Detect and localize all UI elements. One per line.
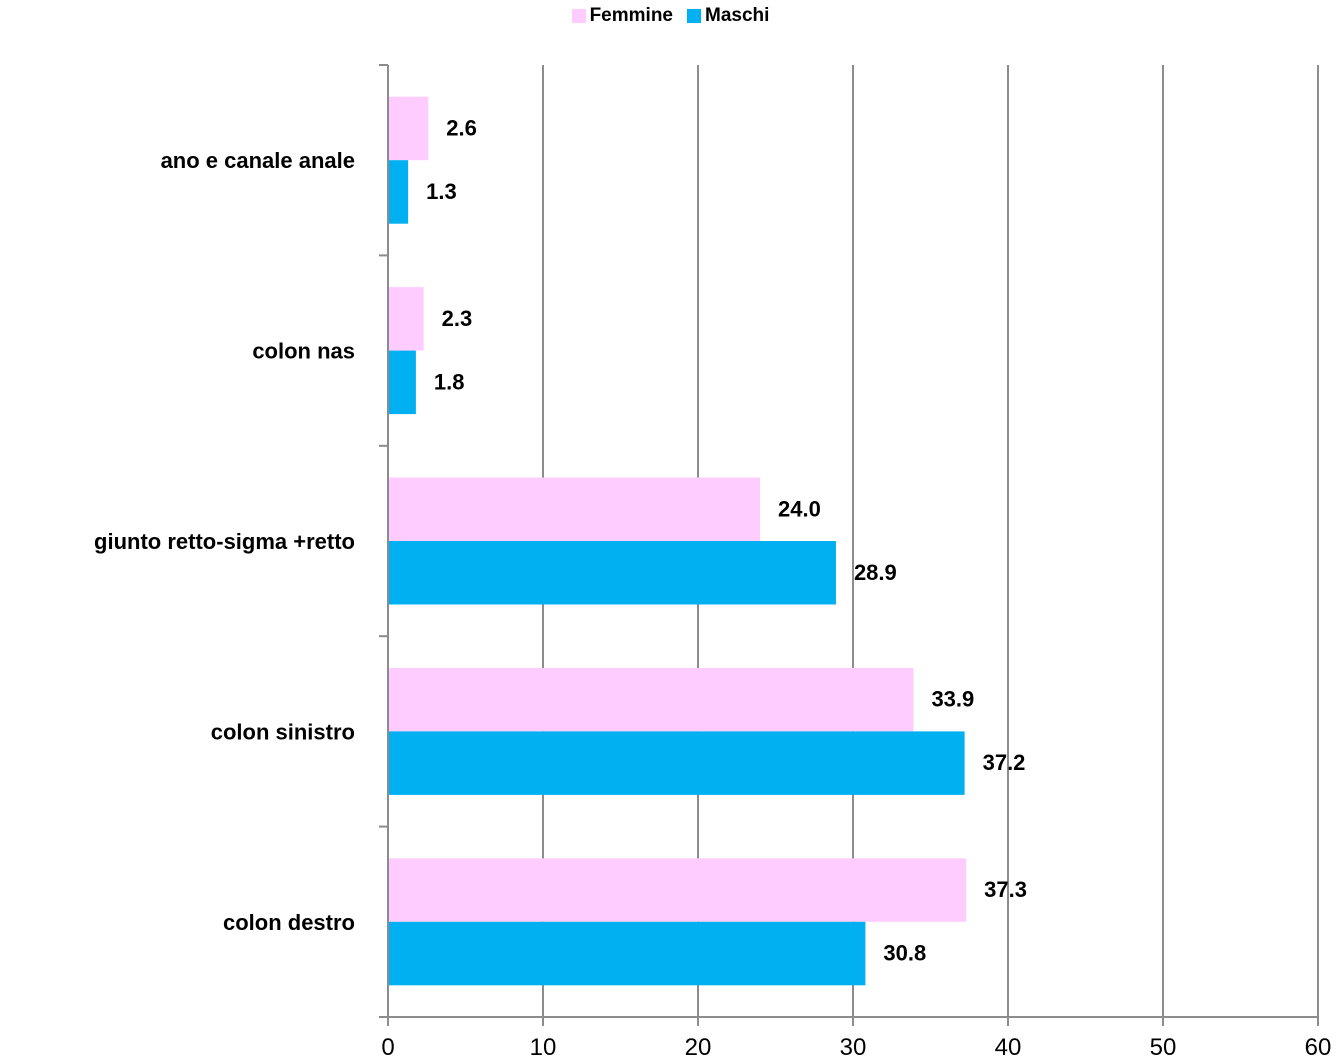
data-label: 28.9 <box>854 560 897 585</box>
bar-femmine <box>388 858 967 922</box>
bar-femmine <box>388 477 760 541</box>
data-label: 2.3 <box>442 306 473 331</box>
bar-maschi <box>388 921 866 986</box>
legend-swatch-maschi <box>687 9 701 23</box>
category-label: giunto retto-sigma +retto <box>94 529 355 554</box>
bar-maschi <box>388 160 409 224</box>
data-label: 2.6 <box>446 115 477 140</box>
x-tick-label: 30 <box>840 1034 867 1061</box>
bar-maschi <box>388 731 965 795</box>
data-label: 1.3 <box>426 179 457 204</box>
legend-item-femmine: Femmine <box>571 5 673 27</box>
x-tick-label: 50 <box>1150 1034 1177 1061</box>
x-tick-label: 40 <box>995 1034 1022 1061</box>
legend: Femmine Maschi <box>0 5 1341 27</box>
category-label: colon destro <box>223 910 355 935</box>
category-label: colon nas <box>252 339 355 364</box>
data-label: 37.2 <box>983 750 1026 775</box>
data-label: 24.0 <box>778 496 821 521</box>
category-label: ano e canale anale <box>161 148 355 173</box>
x-tick-label: 20 <box>685 1034 712 1061</box>
legend-label-maschi: Maschi <box>705 5 770 26</box>
x-tick-label: 0 <box>381 1034 394 1061</box>
bar-femmine <box>388 667 914 732</box>
data-label: 37.3 <box>984 877 1027 902</box>
bar-femmine <box>388 96 429 161</box>
legend-label-femmine: Femmine <box>589 5 673 26</box>
bar-maschi <box>388 541 836 605</box>
x-tick-label: 60 <box>1305 1034 1332 1061</box>
bar-maschi <box>388 350 416 415</box>
data-label: 33.9 <box>931 687 974 712</box>
legend-item-maschi: Maschi <box>687 5 769 27</box>
data-label: 1.8 <box>434 369 465 394</box>
x-tick-label: 10 <box>530 1034 557 1061</box>
bar-femmine <box>388 287 424 351</box>
data-label: 30.8 <box>883 941 926 966</box>
legend-swatch-femmine <box>571 9 586 23</box>
category-label: colon sinistro <box>211 719 355 744</box>
